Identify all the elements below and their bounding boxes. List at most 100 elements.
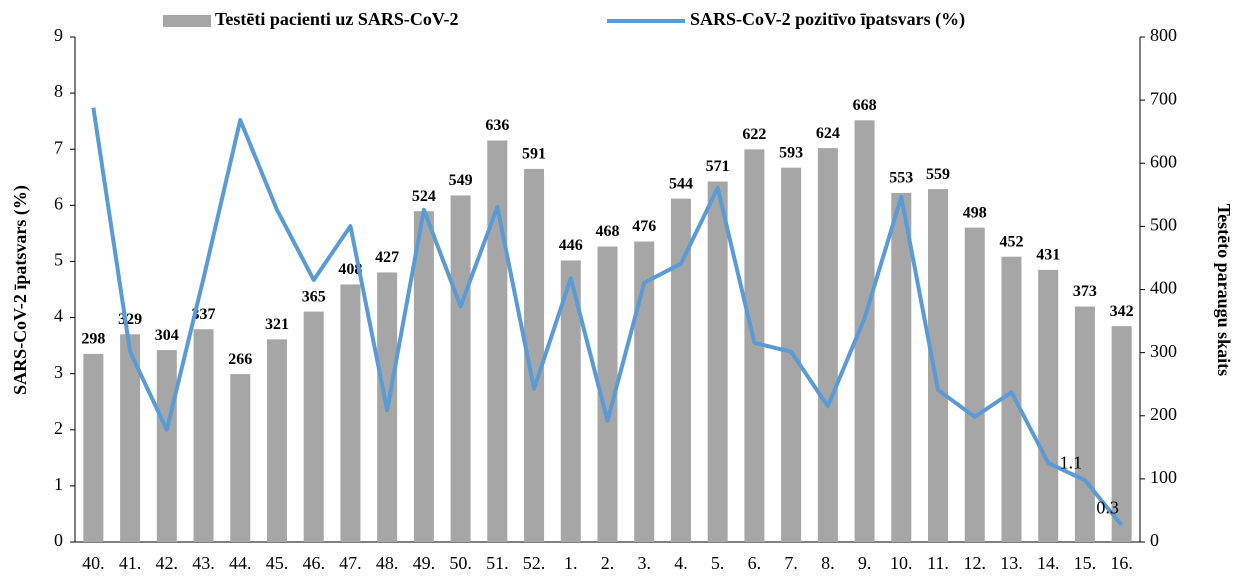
x-tick-label: 12. [963,553,986,573]
x-tick-label: 49. [413,553,436,573]
bar [817,148,838,542]
bar-label: 559 [926,166,950,183]
y2-tick-label: 700 [1150,88,1177,108]
x-tick-label: 51. [486,553,509,573]
bar [670,198,691,542]
x-tick-label: 45. [266,553,289,573]
y2-tick-label: 100 [1150,467,1177,487]
bar [193,329,214,542]
legend-label: Testēti pacienti uz SARS-CoV-2 [215,9,459,29]
x-tick-label: 9. [858,553,872,573]
bar-label: 624 [816,125,840,142]
bar [964,227,985,542]
y-tick-label: 0 [54,530,63,550]
x-tick-label: 13. [1000,553,1023,573]
y-tick-label: 8 [54,81,63,101]
bar-label: 668 [853,97,877,114]
bar-label: 622 [742,126,766,143]
line-label: 0.3 [1096,497,1119,517]
bar [83,353,104,542]
x-tick-label: 3. [637,553,651,573]
y-tick-label: 9 [54,25,63,45]
x-tick-label: 40. [82,553,105,573]
bar [597,246,618,542]
y-tick-label: 2 [54,418,63,438]
bar-label: 431 [1036,247,1060,264]
x-tick-label: 7. [784,553,798,573]
x-tick-label: 4. [674,553,688,573]
x-tick-label: 11. [927,553,949,573]
x-tick-label: 46. [302,553,325,573]
bar [340,284,361,542]
legend-label: SARS-CoV-2 pozitīvo īpatsvars (%) [690,9,965,30]
x-tick-label: 6. [748,553,762,573]
x-tick-label: 43. [192,553,215,573]
bar [891,192,912,542]
x-tick-label: 16. [1110,553,1133,573]
x-tick-label: 10. [890,553,913,573]
bar-label: 266 [228,351,252,368]
y2-tick-label: 600 [1150,151,1177,171]
bar-label: 365 [302,288,326,305]
y-tick-label: 1 [54,474,63,494]
bar [303,311,324,542]
y2-tick-label: 300 [1150,341,1177,361]
bar [744,149,765,543]
x-tick-label: 1. [564,553,578,573]
bar [230,374,251,542]
y2-tick-label: 500 [1150,215,1177,235]
y2-tick-label: 800 [1150,25,1177,45]
bar-label: 373 [1073,283,1097,300]
bar-label: 342 [1110,303,1134,320]
bar [1111,326,1132,542]
bar-label: 591 [522,146,546,163]
x-tick-label: 42. [156,553,179,573]
bar-label: 446 [559,237,583,254]
bar [1001,256,1022,542]
y-tick-label: 7 [54,137,63,157]
x-tick-label: 2. [601,553,615,573]
y-tick-label: 3 [54,362,63,382]
bar [266,339,287,542]
x-tick-label: 48. [376,553,399,573]
y2-tick-label: 200 [1150,404,1177,424]
bar [1074,306,1095,542]
bar-label: 549 [449,172,473,189]
bar-label: 452 [999,233,1023,250]
bar [707,181,728,542]
bar-label: 593 [779,144,803,161]
bar [854,120,875,542]
bar-label: 298 [81,331,105,348]
bar [1038,269,1059,542]
bar [156,350,177,542]
bar-label: 553 [889,170,913,187]
y-tick-label: 5 [54,250,63,270]
bar-label: 468 [596,223,620,240]
y-axis-title: SARS-CoV-2 īpatsvars (%) [10,185,31,395]
x-tick-label: 47. [339,553,362,573]
y-tick-label: 4 [54,306,63,326]
bar [634,241,655,542]
legend-swatch [163,15,211,27]
bar [524,168,545,542]
bar [120,334,141,542]
bar-label: 329 [118,311,142,328]
bar-label: 304 [155,327,179,344]
y2-tick-label: 400 [1150,278,1177,298]
x-tick-label: 44. [229,553,252,573]
y2-tick-label: 0 [1150,530,1159,550]
bar [928,189,949,542]
bar [413,211,434,542]
bar-label: 498 [963,204,987,221]
bar [560,260,581,542]
bar-label: 321 [265,316,289,333]
line [91,107,1124,527]
bar-label: 524 [412,188,436,205]
x-tick-label: 41. [119,553,142,573]
bar-label: 636 [485,117,509,134]
x-tick-label: 52. [523,553,546,573]
x-tick-label: 14. [1037,553,1060,573]
bar-label: 476 [632,218,656,235]
x-tick-label: 8. [821,553,835,573]
bar-label: 571 [706,158,730,175]
